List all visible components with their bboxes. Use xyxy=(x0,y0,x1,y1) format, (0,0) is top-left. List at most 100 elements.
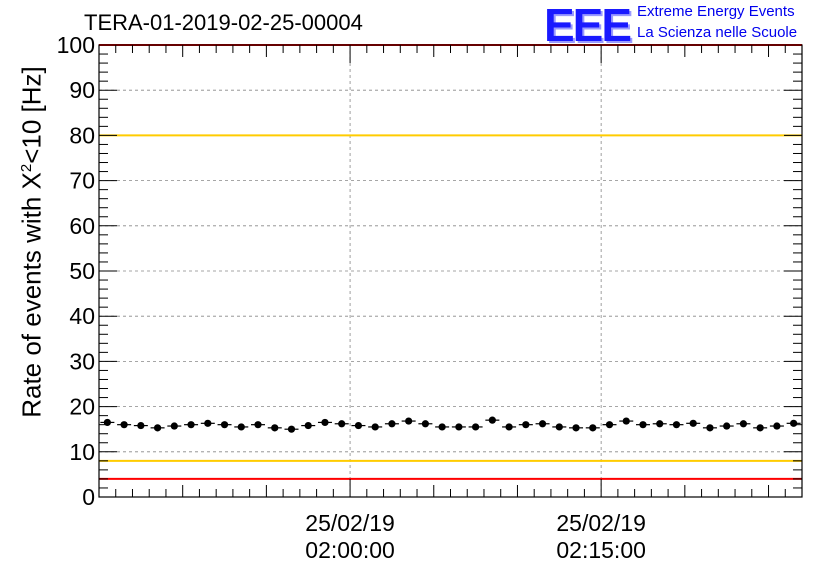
data-point xyxy=(117,421,132,429)
data-point xyxy=(669,421,684,429)
data-point-marker xyxy=(455,423,463,431)
data-point-marker xyxy=(656,420,664,428)
data-point-marker xyxy=(723,422,731,430)
data-point xyxy=(200,419,215,427)
data-point xyxy=(585,424,600,432)
data-point xyxy=(702,424,717,432)
data-point-marker xyxy=(153,424,162,432)
y-tick-label: 40 xyxy=(69,303,95,329)
data-point xyxy=(401,417,416,425)
data-point xyxy=(217,421,232,429)
data-point-marker xyxy=(622,417,630,425)
y-tick-label: 0 xyxy=(82,484,95,510)
y-tick-label: 50 xyxy=(69,258,95,284)
grid-lines xyxy=(99,45,802,497)
data-point-marker xyxy=(371,423,379,431)
run-title: TERA-01-2019-02-25-00004 xyxy=(84,10,363,35)
data-point xyxy=(518,421,533,429)
data-point-marker xyxy=(756,424,764,432)
data-point-marker xyxy=(287,425,296,433)
data-point-marker xyxy=(137,421,145,430)
data-point xyxy=(602,421,617,429)
data-point xyxy=(769,422,784,430)
data-point-marker xyxy=(672,421,681,429)
logo-line-2: La Scienza nelle Scuole xyxy=(637,24,798,41)
logo-line-1: Extreme Energy Events xyxy=(637,3,795,20)
y-axis-label-sup: 2 xyxy=(17,163,35,173)
x-tick-label-time: 02:15:00 xyxy=(556,537,646,563)
data-point-marker xyxy=(321,418,329,427)
data-point xyxy=(184,421,199,429)
data-point-marker xyxy=(204,419,212,427)
data-point xyxy=(301,421,316,430)
y-tick-label: 60 xyxy=(69,213,95,239)
data-point-marker xyxy=(170,422,178,430)
data-point xyxy=(150,424,165,432)
y-axis-label: Rate of events with X2<10 [Hz] xyxy=(17,66,48,418)
data-point xyxy=(100,418,115,427)
data-point-marker xyxy=(187,421,195,429)
data-point-marker xyxy=(271,424,279,432)
data-point xyxy=(719,422,734,430)
data-point xyxy=(384,420,399,428)
data-point-marker xyxy=(605,421,614,429)
y-axis-label-main: Rate of events with X xyxy=(16,172,47,418)
data-points xyxy=(100,416,801,433)
data-point xyxy=(418,420,433,428)
data-point xyxy=(468,423,483,431)
plot-frame xyxy=(98,44,803,498)
data-point xyxy=(502,423,517,431)
data-point xyxy=(786,419,801,427)
data-point-marker xyxy=(505,423,513,431)
data-point xyxy=(133,421,148,430)
logo-mark: EEE xyxy=(544,0,632,51)
data-point xyxy=(351,421,366,430)
data-point-marker xyxy=(555,423,563,431)
data-point xyxy=(485,416,500,424)
data-point-marker xyxy=(354,421,363,430)
y-tick-labels: 0 10 20 30 40 50 60 70 80 90 100 xyxy=(57,32,95,510)
data-point xyxy=(652,420,667,428)
data-point xyxy=(334,420,349,428)
data-point xyxy=(619,417,634,425)
data-point-marker xyxy=(237,423,245,431)
data-point-marker xyxy=(689,419,697,427)
data-point-marker xyxy=(488,416,496,424)
data-point-marker xyxy=(304,421,312,430)
axis-ticks xyxy=(99,44,802,498)
data-point-marker xyxy=(706,424,714,432)
data-point-marker xyxy=(538,420,547,428)
data-point-marker xyxy=(220,421,229,429)
data-point xyxy=(451,423,466,431)
data-point-marker xyxy=(739,420,748,428)
data-point-marker xyxy=(388,420,396,428)
data-point xyxy=(569,424,584,432)
data-point-marker xyxy=(254,421,262,429)
y-tick-label: 80 xyxy=(69,122,95,148)
data-point xyxy=(234,423,249,431)
data-point xyxy=(686,419,701,427)
data-point-marker xyxy=(522,421,530,429)
data-point-marker xyxy=(773,422,781,430)
y-tick-label: 100 xyxy=(57,32,95,58)
data-point xyxy=(552,423,567,431)
x-tick-label-time: 02:00:00 xyxy=(305,537,395,563)
data-point xyxy=(251,421,266,429)
data-point xyxy=(167,422,182,430)
data-point-marker xyxy=(639,421,647,429)
y-tick-label: 30 xyxy=(69,348,95,374)
x-tick-label-date: 25/02/19 xyxy=(556,510,646,536)
data-point-marker xyxy=(572,424,580,432)
data-point xyxy=(635,421,650,429)
y-tick-label: 20 xyxy=(69,394,95,420)
data-point-marker xyxy=(438,423,446,431)
reference-lines xyxy=(99,44,802,480)
x-tick-label-date: 25/02/19 xyxy=(305,510,395,536)
y-tick-label: 90 xyxy=(69,77,95,103)
data-point xyxy=(368,423,383,431)
data-point-marker xyxy=(421,420,429,428)
data-point xyxy=(753,424,768,432)
data-point xyxy=(267,424,282,432)
data-point xyxy=(435,423,450,431)
